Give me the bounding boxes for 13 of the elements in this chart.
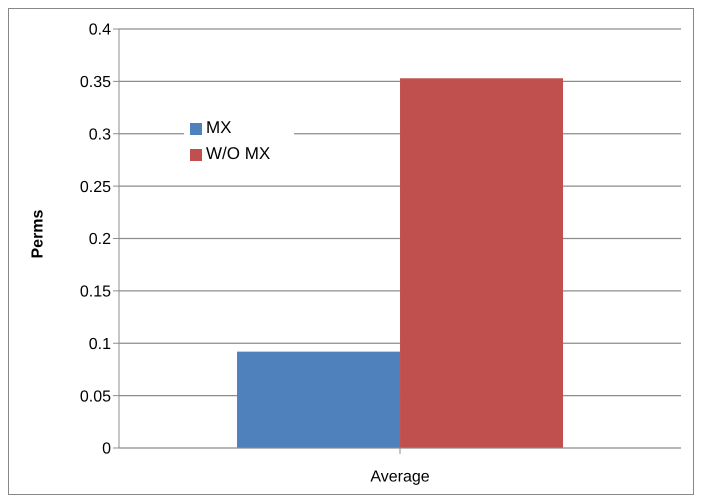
y-tick-label: 0.05	[80, 388, 112, 406]
legend-label: MX	[206, 118, 232, 137]
x-tick-label: Average	[370, 468, 430, 486]
y-tick-label: 0.1	[88, 336, 112, 353]
y-tick-label: 0	[102, 440, 112, 458]
y-axis-title: Perms	[30, 209, 47, 258]
y-tick-label: 0.3	[88, 126, 112, 144]
y-tick-label: 0.15	[80, 284, 112, 301]
y-tick-label: 0.2	[88, 231, 112, 248]
legend-label: W/O MX	[206, 144, 270, 163]
y-tick-label: 0.4	[88, 22, 112, 39]
y-tick-label: 0.25	[80, 178, 112, 196]
y-tick-label: 0.35	[80, 74, 112, 92]
